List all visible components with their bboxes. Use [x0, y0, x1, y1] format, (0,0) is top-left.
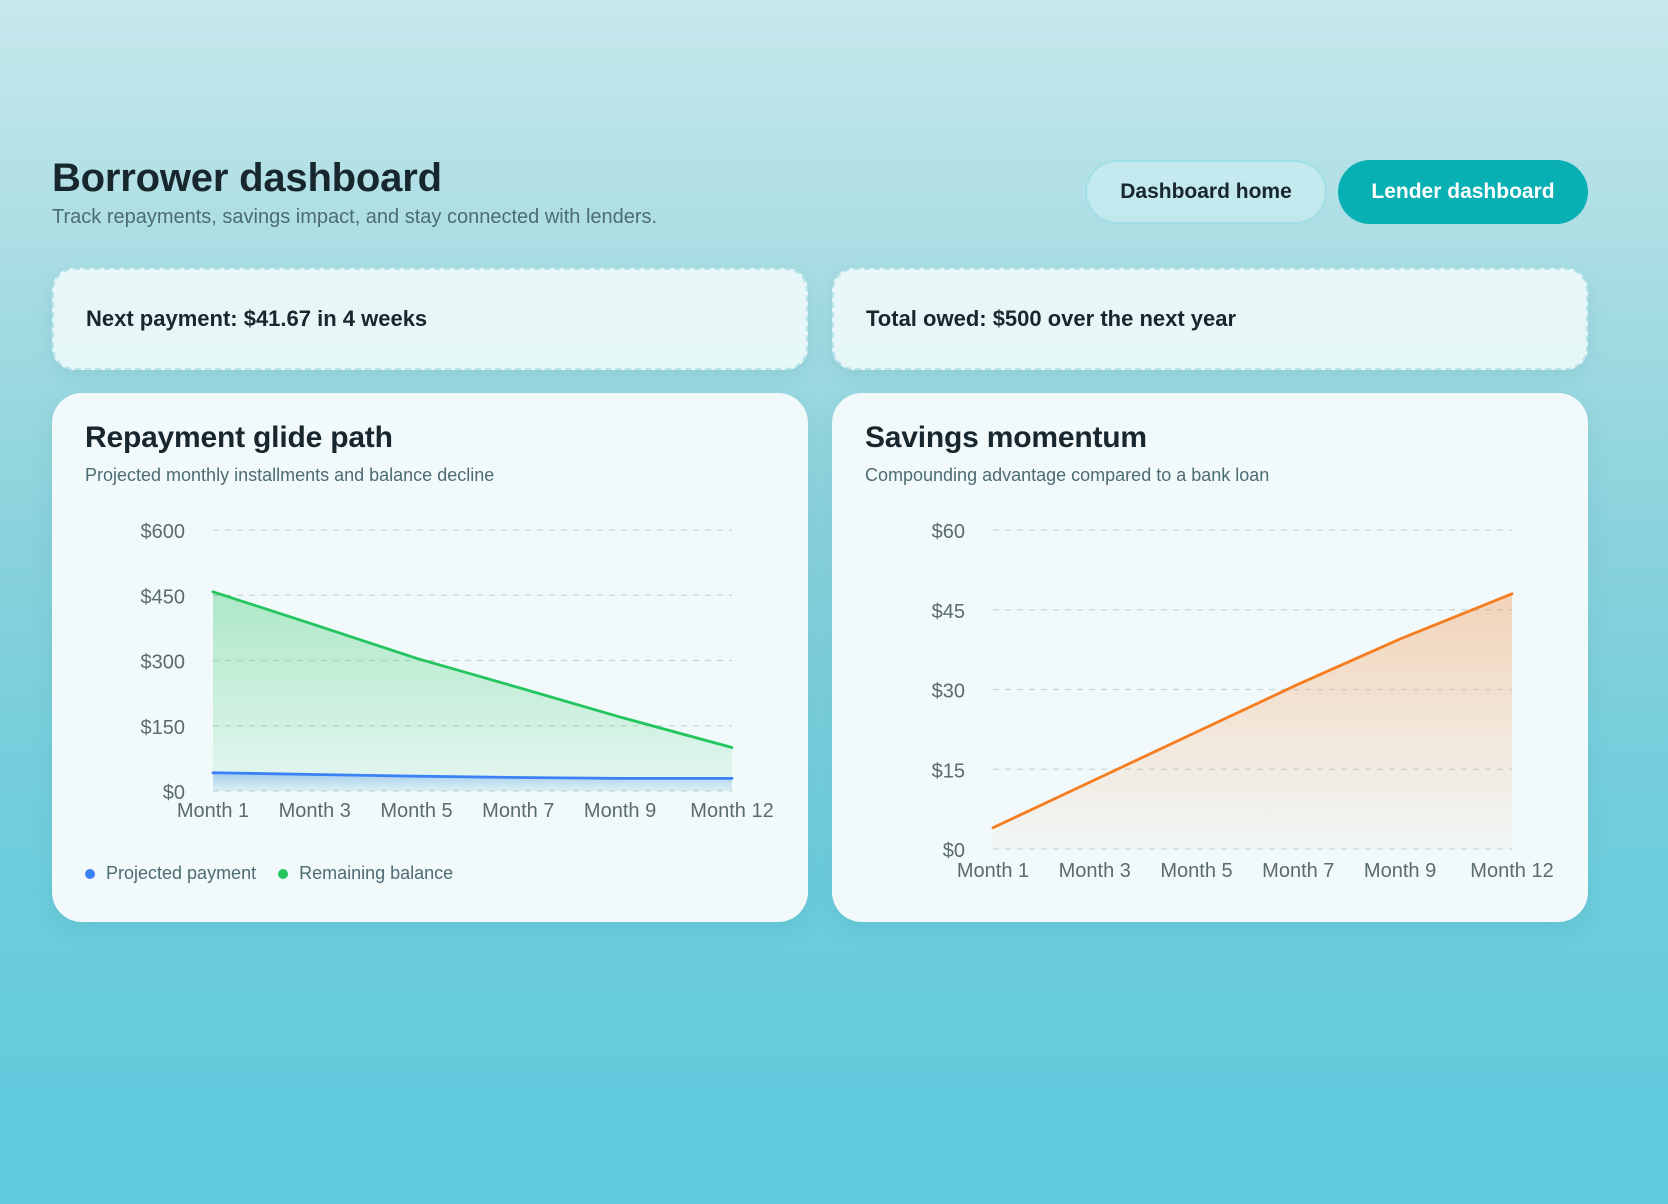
y-tick-label: $600	[141, 521, 186, 543]
legend-label-payment: Projected payment	[106, 863, 257, 883]
total-owed-text: Total owed: $500 over the next year	[866, 306, 1237, 331]
x-tick-label: Month 3	[279, 800, 351, 822]
legend-dot-payment	[85, 868, 95, 879]
y-tick-label: $0	[943, 840, 965, 862]
legend-dot-balance	[278, 868, 289, 879]
next-payment-card: Next payment: $41.67 in 4 weeks	[52, 268, 808, 370]
series-area	[213, 591, 732, 791]
x-tick-label: Month 9	[1364, 860, 1436, 882]
series-area	[213, 772, 732, 791]
x-tick-label: Month 3	[1059, 860, 1131, 882]
y-tick-label: $300	[141, 652, 186, 674]
series-line	[211, 590, 734, 749]
y-tick-label: $60	[932, 521, 965, 543]
y-tick-label: $150	[141, 717, 186, 739]
repayment-chart-legend: Projected payment Remaining balance	[85, 863, 475, 884]
legend-item-balance[interactable]: Remaining balance	[278, 863, 453, 884]
y-tick-label: $0	[163, 782, 185, 804]
dashboard-home-button[interactable]: Dashboard home	[1085, 160, 1327, 224]
repayment-chart: $0 $150 $300 $450 $600 Month 1 Month 3 Month 5 M…	[141, 521, 774, 822]
page-header: Borrower dashboard Track repayments, sav…	[52, 150, 1588, 240]
x-tick-label: Month 5	[380, 800, 452, 822]
savings-chart-card: Savings momentum Compounding advantage c…	[832, 393, 1588, 922]
x-tick-label: Month 1	[177, 800, 249, 822]
y-tick-label: $450	[141, 586, 186, 608]
x-tick-label: Month 12	[1470, 860, 1553, 882]
x-tick-label: Month 7	[1262, 860, 1334, 882]
repayment-chart-card: Repayment glide path Projected monthly i…	[52, 393, 808, 922]
x-tick-label: Month 9	[584, 800, 656, 822]
legend-label-balance: Remaining balance	[299, 863, 454, 883]
x-tick-label: Month 1	[957, 860, 1029, 882]
legend-item-payment[interactable]: Projected payment	[85, 863, 256, 884]
x-tick-label: Month 5	[1160, 860, 1232, 882]
y-tick-label: $45	[932, 601, 965, 623]
series-line	[991, 592, 1514, 830]
y-tick-label: $30	[932, 681, 965, 703]
total-owed-card: Total owed: $500 over the next year	[832, 268, 1588, 370]
lender-dashboard-button[interactable]: Lender dashboard	[1338, 160, 1588, 224]
x-tick-label: Month 12	[690, 800, 773, 822]
page-subtitle: Track repayments, savings impact, and st…	[52, 206, 658, 228]
next-payment-text: Next payment: $41.67 in 4 weeks	[86, 306, 428, 331]
page: Borrower dashboard Track repayments, sav…	[52, 0, 1588, 1204]
y-tick-label: $15	[932, 760, 965, 782]
page-title: Borrower dashboard	[52, 156, 442, 200]
series-line	[211, 771, 734, 780]
savings-chart-subtitle: Compounding advantage compared to a bank…	[865, 465, 1270, 485]
savings-chart-title: Savings momentum	[865, 421, 1147, 454]
series-area	[993, 593, 1512, 849]
x-tick-label: Month 7	[482, 800, 554, 822]
repayment-chart-subtitle: Projected monthly installments and balan…	[85, 465, 495, 485]
savings-chart: $0 $15 $30 $45 $60 Month 1 Month 3 Month 5 Month…	[932, 521, 1554, 882]
repayment-chart-title: Repayment glide path	[85, 421, 393, 454]
